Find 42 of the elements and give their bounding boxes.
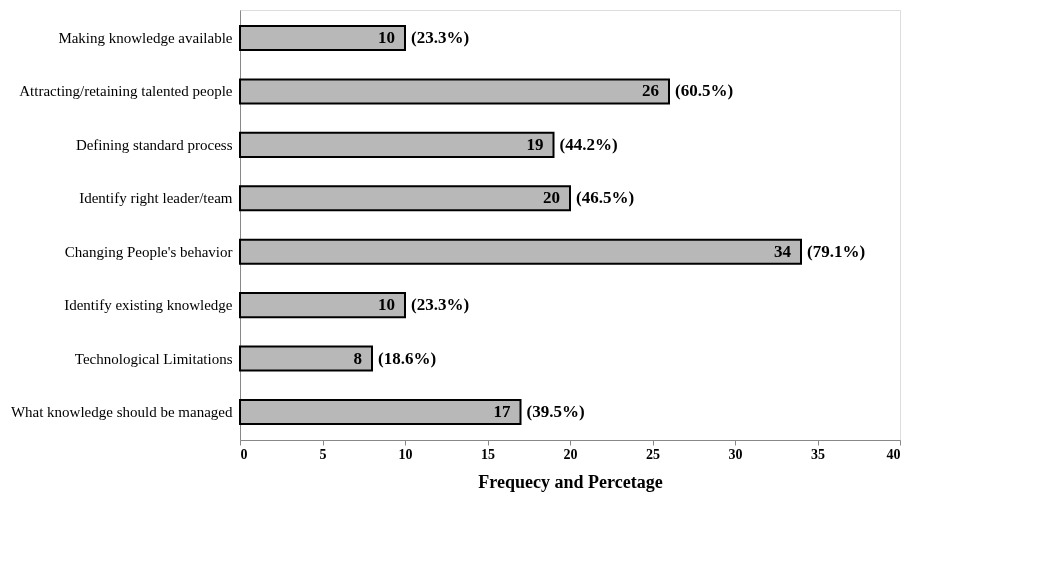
x-tick-label: 0 bbox=[240, 446, 248, 462]
x-tick-label: 25 bbox=[646, 446, 660, 462]
bar bbox=[239, 185, 571, 212]
y-tick-label: Defining standard process bbox=[75, 136, 233, 153]
data-label: 20 bbox=[543, 188, 560, 208]
y-tick-label: Identify existing knowledge bbox=[64, 297, 233, 314]
x-tick-label: 35 bbox=[811, 446, 825, 462]
x-tick-label: 30 bbox=[728, 446, 743, 462]
y-tick-label: Making knowledge available bbox=[58, 30, 233, 47]
bar bbox=[239, 238, 802, 265]
annotation: (23.3%) bbox=[411, 28, 470, 48]
y-tick-label: Identify right leader/team bbox=[79, 190, 233, 207]
y-tick-label: Technological Limitations bbox=[74, 350, 233, 367]
bar bbox=[239, 131, 555, 158]
x-tick-label: 20 bbox=[563, 446, 578, 462]
bar bbox=[239, 345, 373, 372]
bar bbox=[239, 25, 406, 52]
y-tick-label: Changing People's behavior bbox=[64, 243, 233, 260]
annotation: (44.2%) bbox=[559, 134, 618, 154]
data-label: 10 bbox=[378, 295, 395, 315]
data-label: 26 bbox=[642, 81, 659, 101]
annotation: (46.5%) bbox=[576, 188, 635, 208]
annotation: (18.6%) bbox=[378, 348, 437, 368]
x-axis-title: Frequecy and Percetage bbox=[478, 471, 663, 492]
data-label: 10 bbox=[378, 28, 395, 48]
x-tick-label: 5 bbox=[319, 446, 327, 462]
annotation: (39.5%) bbox=[526, 401, 585, 421]
x-tick-label: 10 bbox=[398, 446, 413, 462]
bar bbox=[239, 398, 522, 425]
y-tick-label: Attracting/retaining talented people bbox=[19, 83, 233, 100]
annotation: (23.3%) bbox=[411, 295, 470, 315]
bar bbox=[239, 78, 670, 105]
y-tick-label: What knowledge should be managed bbox=[10, 403, 233, 420]
annotation: (60.5%) bbox=[675, 81, 734, 101]
annotation: (79.1%) bbox=[807, 241, 866, 261]
bar bbox=[239, 292, 406, 319]
data-label: 19 bbox=[526, 134, 544, 154]
data-label: 17 bbox=[493, 401, 511, 421]
data-label: 34 bbox=[774, 241, 792, 261]
x-tick-label: 15 bbox=[481, 446, 495, 462]
x-tick-label: 40 bbox=[886, 446, 901, 462]
data-label: 8 bbox=[353, 348, 362, 368]
